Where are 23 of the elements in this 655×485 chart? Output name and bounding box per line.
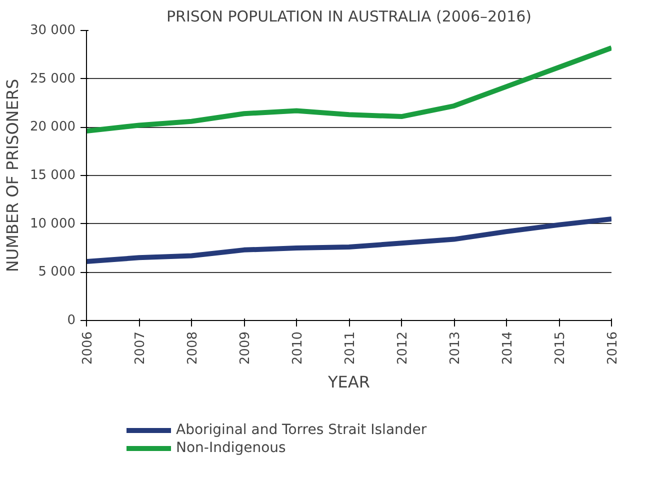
- chart-title: PRISON POPULATION IN AUSTRALIA (2006–2016): [166, 8, 532, 26]
- y-tick-label: 5 000: [38, 264, 76, 280]
- x-tick-label: 2006: [80, 331, 96, 365]
- x-tick-label: 2010: [290, 331, 306, 365]
- y-tick-label: 10 000: [30, 216, 76, 232]
- x-tick-label: 2011: [343, 331, 358, 365]
- legend-label: Non-Indigenous: [176, 440, 286, 456]
- x-tick-label: 2009: [238, 331, 253, 365]
- x-tick-label: 2014: [500, 331, 516, 365]
- y-tick-label: 30 000: [30, 23, 76, 38]
- y-tick-label: 15 000: [30, 168, 76, 183]
- x-tick-label: 2008: [186, 331, 200, 365]
- x-tick-label: 2016: [606, 331, 620, 365]
- y-tick-label: 25 000: [30, 71, 76, 86]
- x-tick-label: 2007: [133, 331, 148, 365]
- y-tick-label: 0: [67, 313, 76, 328]
- x-tick-label: 2012: [396, 331, 410, 365]
- legend-label: Aboriginal and Torres Strait Islander: [176, 422, 427, 438]
- x-axis-title: YEAR: [327, 372, 370, 392]
- y-axis-title: NUMBER OF PRISONERS: [3, 78, 22, 272]
- y-tick-label: 20 000: [30, 120, 76, 135]
- x-tick-label: 2013: [448, 331, 463, 365]
- x-tick-label: 2015: [553, 331, 568, 365]
